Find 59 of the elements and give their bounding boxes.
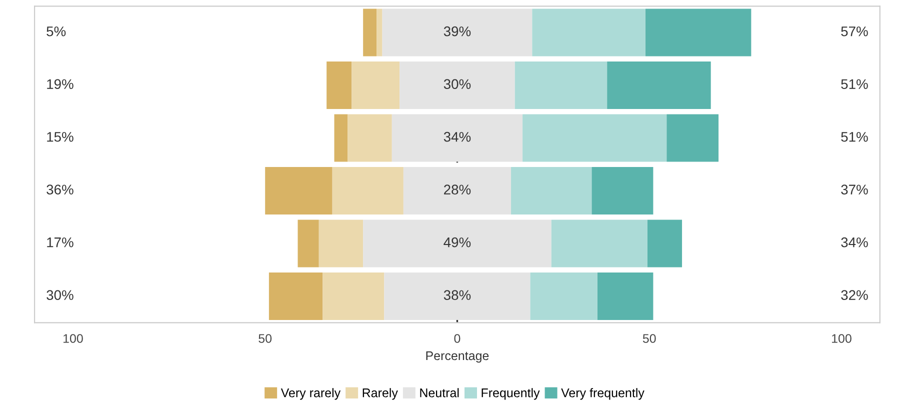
bar — [530, 272, 598, 320]
bar — [592, 167, 654, 215]
x-tick-label: 0 — [454, 334, 460, 343]
annotation: 32% — [841, 290, 868, 300]
bar — [392, 114, 523, 162]
bar — [348, 114, 392, 162]
bar — [363, 220, 552, 268]
bar — [532, 8, 646, 56]
bar — [298, 220, 319, 268]
bar — [318, 220, 364, 268]
bar — [363, 8, 377, 56]
bar — [597, 272, 654, 320]
bar — [382, 8, 532, 56]
data-label: 39% — [444, 26, 471, 36]
bar — [334, 114, 348, 162]
bar — [322, 272, 384, 320]
annotation: 36% — [46, 184, 74, 194]
annotation: 17% — [47, 237, 74, 248]
bar — [352, 62, 400, 110]
bar — [514, 62, 608, 110]
bar — [607, 62, 711, 110]
legend-label: Very frequently — [561, 388, 644, 400]
legend-label: Frequently — [482, 388, 540, 400]
data-label: 30% — [444, 79, 471, 90]
bar — [403, 167, 512, 215]
annotation: 57% — [841, 26, 868, 36]
bar — [376, 8, 382, 56]
annotation: 30% — [46, 290, 74, 300]
bar — [551, 220, 648, 268]
bar — [522, 114, 667, 162]
bar — [268, 272, 323, 320]
bar — [646, 8, 752, 56]
annotation: 15% — [47, 132, 74, 142]
data-label: 38% — [444, 290, 471, 300]
bar — [666, 114, 719, 162]
x-tick-label: 50 — [258, 334, 272, 343]
legend-label: Neutral — [420, 388, 459, 398]
annotation: 37% — [841, 184, 868, 194]
data-label: 28% — [444, 184, 471, 194]
bar — [400, 62, 515, 110]
x-axis-title: Percentage — [426, 351, 489, 363]
annotation: 19% — [47, 79, 74, 90]
annotation: 51% — [841, 132, 868, 142]
data-label: 34% — [444, 132, 471, 142]
bar — [384, 272, 530, 320]
bar — [265, 167, 332, 215]
annotation: 34% — [841, 237, 868, 248]
legend-label: Rarely — [362, 388, 398, 400]
bar — [647, 220, 682, 268]
bar — [332, 167, 404, 215]
x-tick-label: 100 — [63, 334, 83, 343]
x-tick-label: 100 — [832, 334, 852, 343]
legend-label: Very rarely — [280, 388, 341, 400]
annotation: 51% — [841, 79, 868, 90]
annotation: 5% — [46, 26, 66, 36]
x-tick-label: 50 — [642, 334, 656, 343]
bar — [326, 62, 352, 110]
data-label: 49% — [444, 237, 471, 248]
bar — [511, 167, 592, 215]
